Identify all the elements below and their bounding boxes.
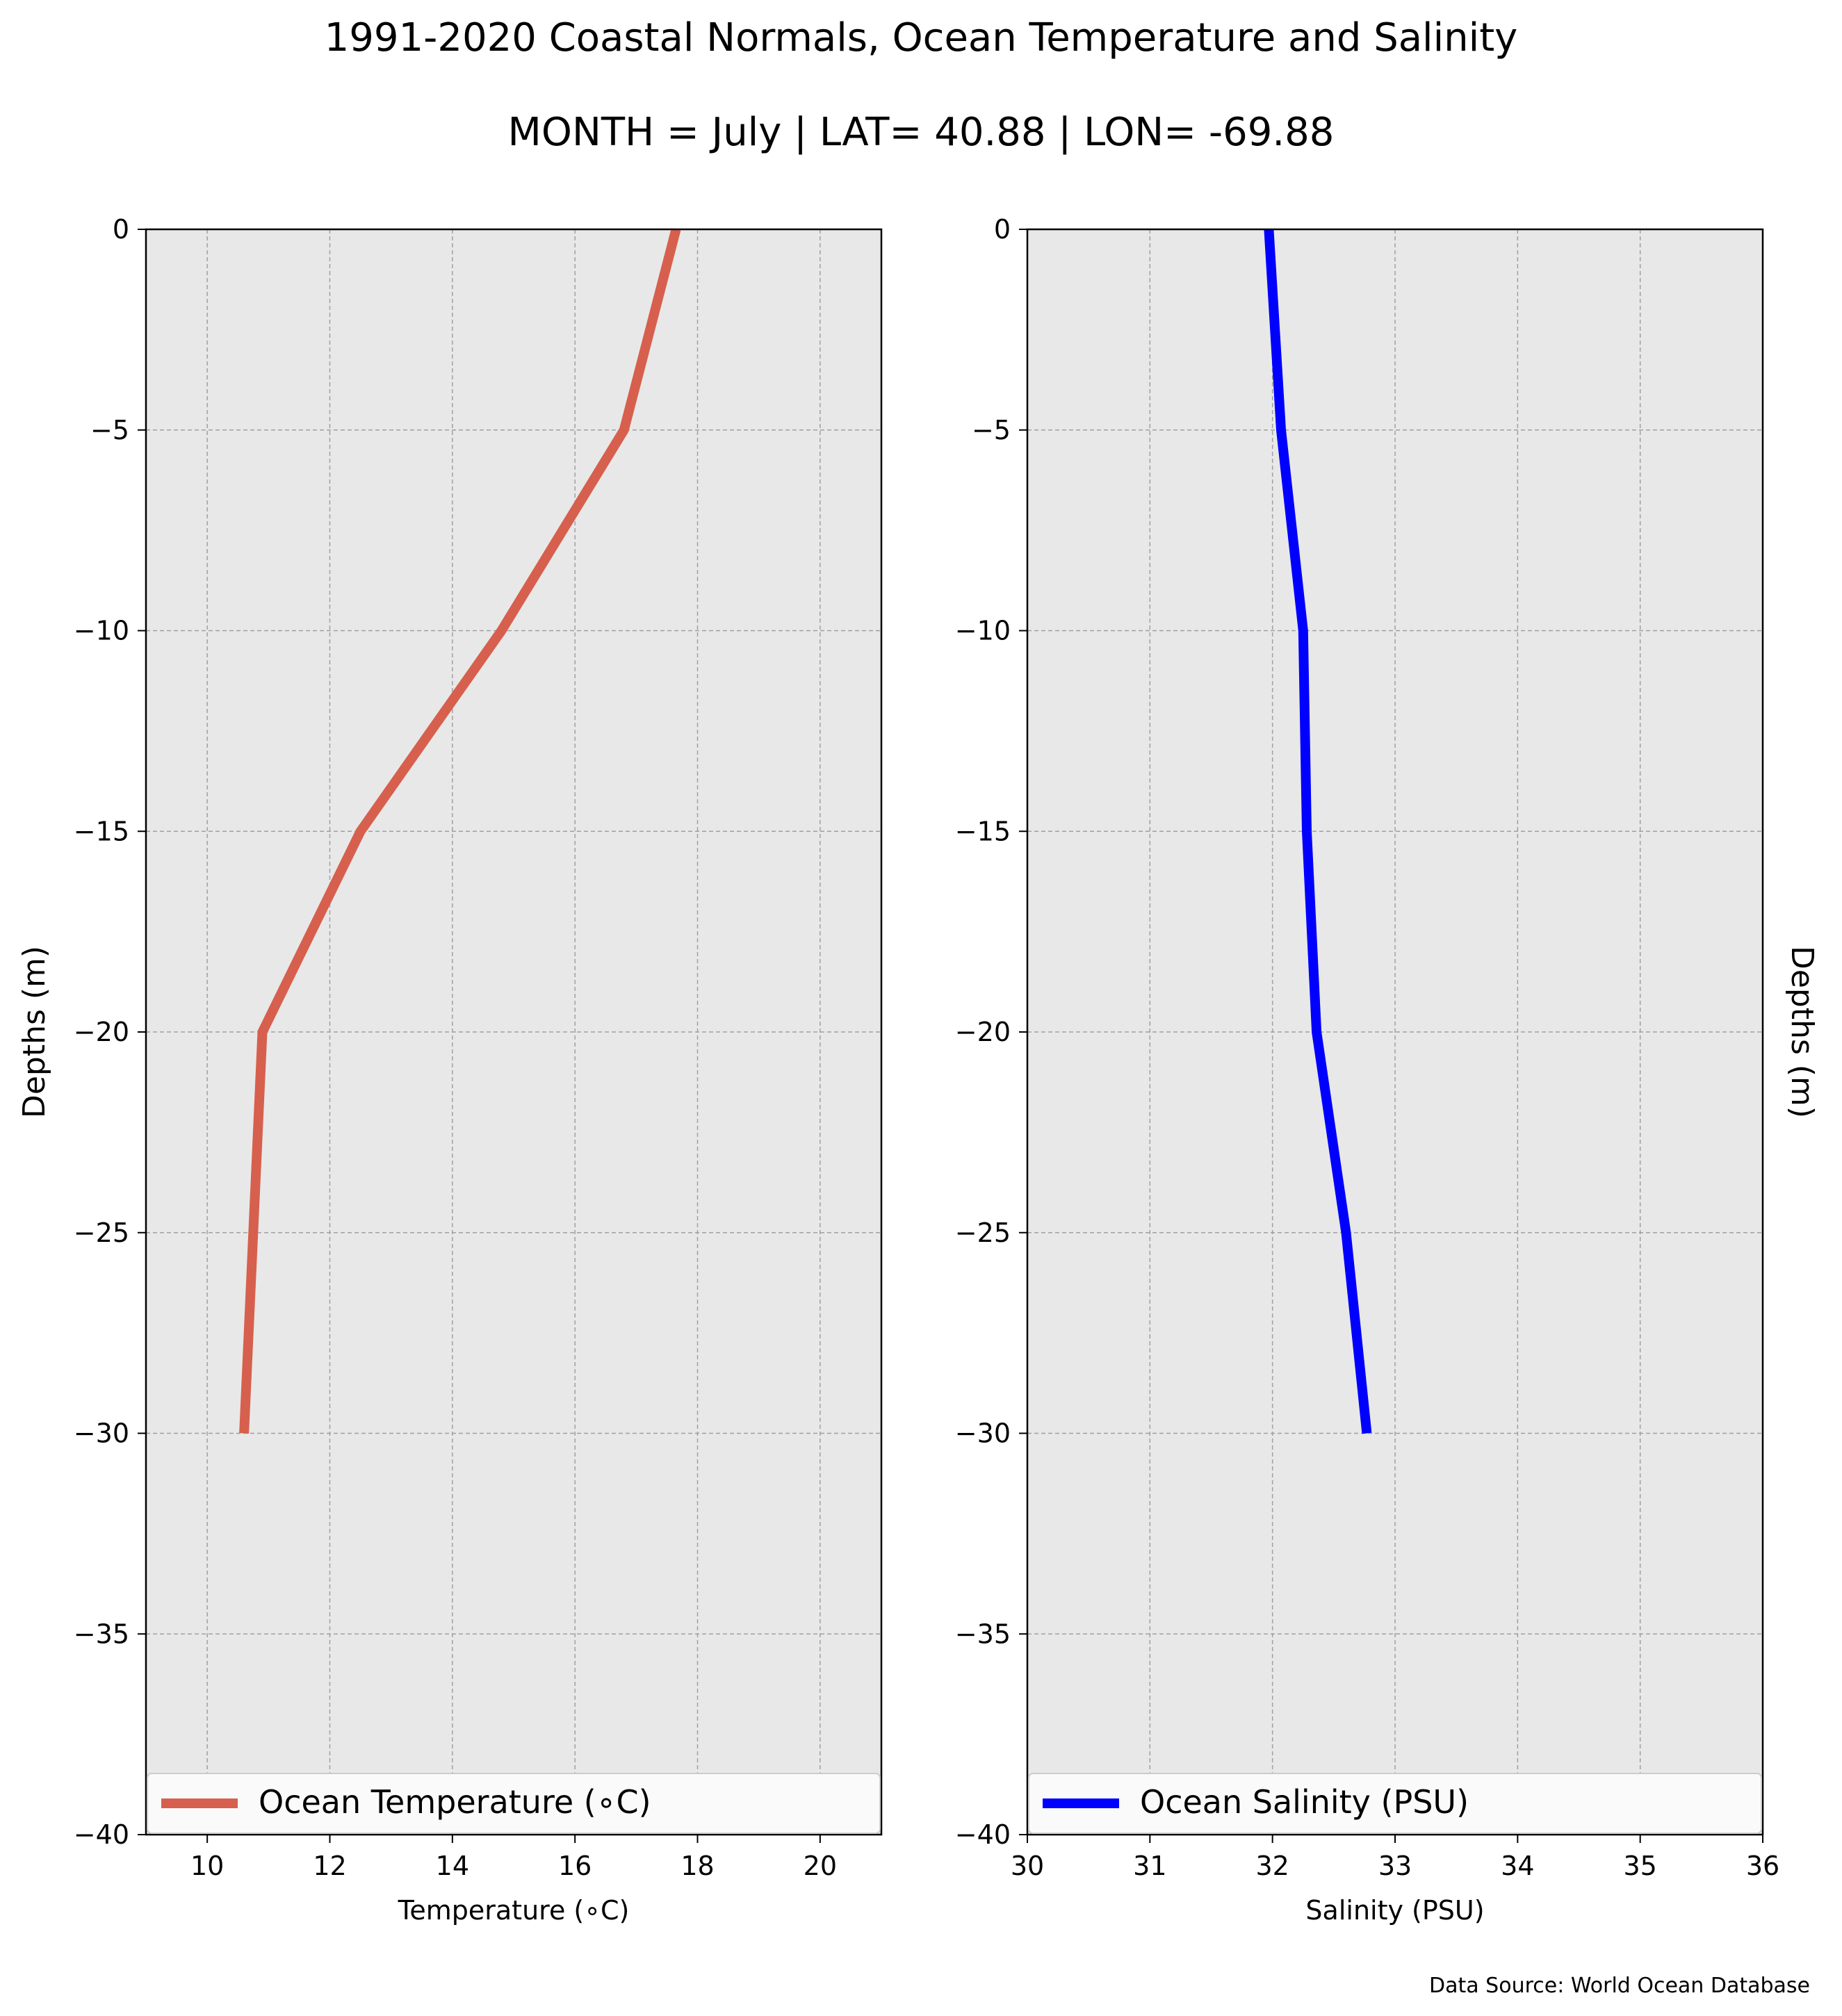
x-axis-label: Salinity (PSU): [1305, 1895, 1484, 1926]
y-tick-label: −30: [955, 1418, 1011, 1449]
y-tick-label: 0: [994, 214, 1011, 245]
y-tick-label: −25: [74, 1218, 129, 1248]
salinity-panel: 30 31 32 33 34 35 36 0 −5 −10 −15 −20 −25 −30 −35 −40 Sa…: [955, 214, 1820, 1926]
y-axis-label: Depths (m): [1784, 946, 1820, 1118]
y-tick-label: −15: [74, 816, 129, 846]
y-axis-label: Depths (m): [17, 946, 52, 1118]
x-tick-label: 32: [1255, 1851, 1289, 1881]
y-tick-label: 0: [113, 214, 129, 245]
x-tick-label: 30: [1011, 1851, 1044, 1881]
legend-label: Ocean Temperature (∘C): [259, 1783, 651, 1821]
x-tick-label: 36: [1746, 1851, 1779, 1881]
plot-area: [146, 229, 881, 1835]
legend-label: Ocean Salinity (PSU): [1140, 1783, 1469, 1821]
figure-subtitle: MONTH = July | LAT= 40.88 | LON= -69.88: [507, 110, 1335, 155]
y-tick-label: −10: [74, 616, 129, 646]
y-tick-label: −15: [955, 816, 1011, 846]
y-tick-label: −35: [955, 1618, 1011, 1649]
x-tick-label: 35: [1623, 1851, 1656, 1881]
x-tick-label: 33: [1378, 1851, 1412, 1881]
legend-box: [1028, 1773, 1762, 1834]
y-tick-label: −5: [972, 415, 1011, 445]
x-axis-label: Temperature (∘C): [398, 1895, 630, 1926]
y-tick-label: −20: [955, 1017, 1011, 1047]
y-tick-label: −5: [90, 415, 129, 445]
x-tick-label: 31: [1133, 1851, 1166, 1881]
y-tick-label: −35: [74, 1618, 129, 1649]
y-tick-label: −40: [955, 1819, 1011, 1850]
data-source-note: Data Source: World Ocean Database: [1429, 1974, 1810, 1998]
y-tick-label: −25: [955, 1218, 1011, 1248]
x-tick-label: 12: [313, 1851, 346, 1881]
x-tick-label: 34: [1501, 1851, 1534, 1881]
y-tick-label: −30: [74, 1418, 129, 1449]
temperature-panel: 10 12 14 16 18 20 0 −5 −10 −15 −20 −25 −30 −35 −40 Temp…: [17, 214, 883, 1926]
x-tick-label: 18: [680, 1851, 714, 1881]
figure-title: 1991-2020 Coastal Normals, Ocean Tempera…: [324, 15, 1518, 60]
x-tick-label: 10: [190, 1851, 224, 1881]
x-tick-label: 16: [558, 1851, 592, 1881]
y-tick-label: −40: [74, 1819, 129, 1850]
y-tick-label: −20: [74, 1017, 129, 1047]
legend-box: [147, 1773, 881, 1834]
x-tick-label: 20: [804, 1851, 837, 1881]
x-tick-label: 14: [436, 1851, 469, 1881]
y-tick-label: −10: [955, 616, 1011, 646]
